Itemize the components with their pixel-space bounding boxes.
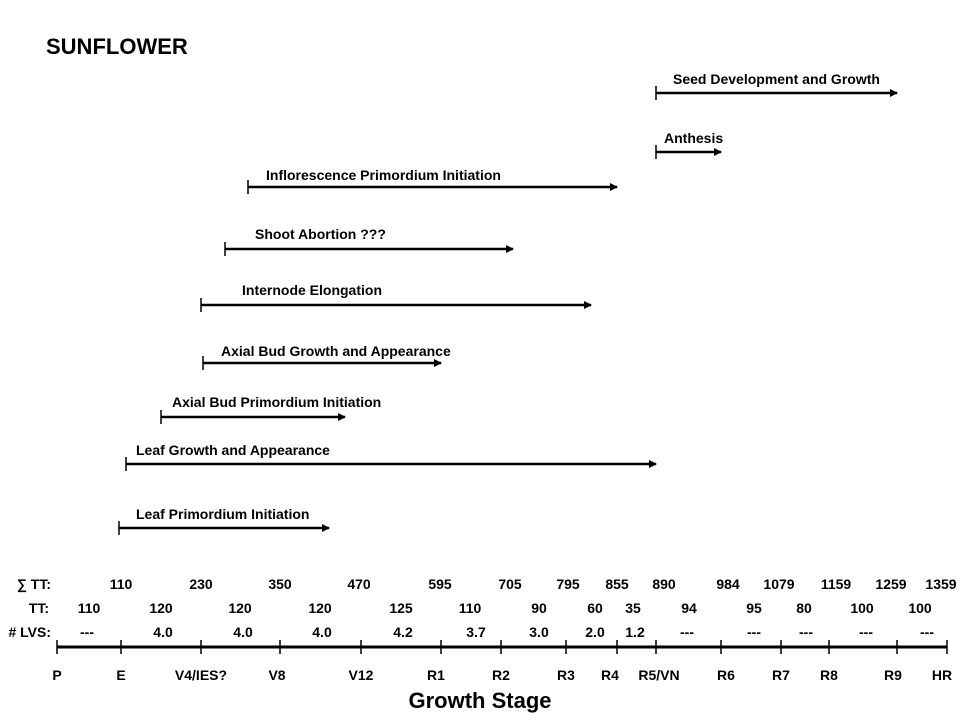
table-cell: 795 <box>556 576 580 592</box>
table-cell: 95 <box>746 600 762 616</box>
stage-label: R1 <box>427 667 445 683</box>
table-cell: 100 <box>850 600 874 616</box>
table-cell: 110 <box>459 600 482 616</box>
process-arrow: Leaf Growth and Appearance <box>125 442 657 471</box>
stage-label: R4 <box>601 667 619 683</box>
table-cell: 60 <box>587 600 603 616</box>
table-cell: 120 <box>149 600 173 616</box>
table-cell: --- <box>920 624 934 640</box>
process-label: Seed Development and Growth <box>673 71 880 87</box>
table-cell: 350 <box>268 576 292 592</box>
process-label: Axial Bud Primordium Initiation <box>172 394 381 410</box>
process-arrow: Anthesis <box>655 130 723 159</box>
table-cell: 94 <box>681 600 697 616</box>
table-cell: 120 <box>228 600 252 616</box>
table-row-sum-tt: ∑ TT: 110 230 350 470 595 705 795 855 890 984 1079 1… <box>17 576 957 593</box>
stage-label: V8 <box>268 667 285 683</box>
process-label: Axial Bud Growth and Appearance <box>221 343 451 359</box>
process-label: Anthesis <box>664 130 723 146</box>
stage-label: E <box>116 667 125 683</box>
table-cell: 4.0 <box>233 624 253 640</box>
table-cell: 1359 <box>925 576 956 592</box>
table-cell: 1079 <box>763 576 794 592</box>
table-cell: 1.2 <box>625 624 645 640</box>
stage-label: P <box>52 667 61 683</box>
table-cell: 110 <box>110 576 133 592</box>
stage-labels: P E V4/IES? V8 V12 R1 R2 R3 R4 R5/VN R6 R7 R8 R9 HR <box>52 667 952 683</box>
table-cell: 470 <box>347 576 371 592</box>
table-cell: --- <box>80 624 94 640</box>
stage-label: R6 <box>717 667 735 683</box>
stage-label: V12 <box>349 667 374 683</box>
process-arrow: Internode Elongation <box>200 282 592 312</box>
table-cell: --- <box>680 624 694 640</box>
table-cell: 984 <box>716 576 740 592</box>
table-cell: 90 <box>531 600 547 616</box>
table-cell: 595 <box>428 576 452 592</box>
process-arrow: Axial Bud Growth and Appearance <box>202 343 451 370</box>
row-label: ∑ TT: <box>17 576 51 593</box>
stage-label: R3 <box>557 667 575 683</box>
thermal-time-table: ∑ TT: 110 230 350 470 595 705 795 855 890 984 1079 1… <box>8 576 956 640</box>
table-cell: 1159 <box>821 576 852 592</box>
process-label: Leaf Primordium Initiation <box>136 506 309 522</box>
table-cell: --- <box>859 624 873 640</box>
table-cell: 855 <box>605 576 629 592</box>
stage-label: R8 <box>820 667 838 683</box>
stage-label: R9 <box>884 667 902 683</box>
process-label: Shoot Abortion ??? <box>255 226 386 242</box>
process-arrow: Shoot Abortion ??? <box>224 226 514 256</box>
table-row-tt: TT: 110 120 120 120 125 110 90 60 35 94 95 80 100 100 <box>29 600 932 616</box>
stage-label: R7 <box>772 667 790 683</box>
table-cell: 3.0 <box>529 624 549 640</box>
axis-ticks <box>56 640 948 654</box>
table-cell: 3.7 <box>466 624 486 640</box>
table-cell: 35 <box>625 600 641 616</box>
table-cell: 705 <box>498 576 522 592</box>
process-arrow: Seed Development and Growth <box>655 71 898 100</box>
row-label: # LVS: <box>8 624 51 640</box>
table-cell: 100 <box>908 600 932 616</box>
process-arrow: Leaf Primordium Initiation <box>118 506 330 535</box>
process-arrow: Axial Bud Primordium Initiation <box>160 394 381 424</box>
table-cell: 4.0 <box>312 624 332 640</box>
table-cell: 2.0 <box>585 624 605 640</box>
stage-label: HR <box>932 667 952 683</box>
table-cell: --- <box>747 624 761 640</box>
table-cell: 125 <box>389 600 413 616</box>
table-cell: 890 <box>652 576 676 592</box>
table-cell: 110 <box>78 600 101 616</box>
stage-label: R5/VN <box>638 667 679 683</box>
process-arrow: Inflorescence Primordium Initiation <box>247 167 618 194</box>
process-arrows: Seed Development and Growth Anthesis Inflo… <box>118 71 898 535</box>
table-cell: --- <box>799 624 813 640</box>
table-cell: 80 <box>796 600 812 616</box>
axis-title: Growth Stage <box>408 688 551 713</box>
table-row-lvs: # LVS: --- 4.0 4.0 4.0 4.2 3.7 3.0 2.0 1.2 --- --- -… <box>8 624 934 640</box>
row-label: TT: <box>29 600 49 616</box>
table-cell: 1259 <box>875 576 906 592</box>
process-label: Inflorescence Primordium Initiation <box>266 167 501 183</box>
table-cell: 4.0 <box>153 624 173 640</box>
process-label: Internode Elongation <box>242 282 382 298</box>
table-cell: 230 <box>189 576 213 592</box>
table-cell: 4.2 <box>393 624 413 640</box>
table-cell: 120 <box>308 600 332 616</box>
stage-label: V4/IES? <box>175 667 227 683</box>
page-title: SUNFLOWER <box>46 34 188 59</box>
process-label: Leaf Growth and Appearance <box>136 442 330 458</box>
stage-label: R2 <box>492 667 510 683</box>
